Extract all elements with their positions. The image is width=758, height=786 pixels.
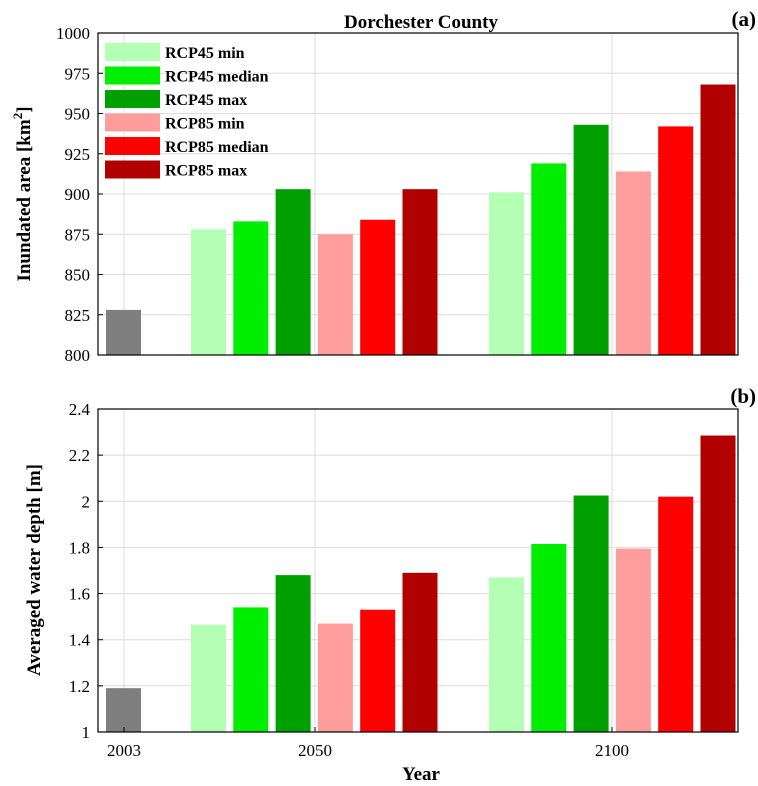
bar xyxy=(615,548,651,732)
legend-swatch xyxy=(105,113,160,132)
legend-entry: RCP85 max xyxy=(165,163,247,180)
bar xyxy=(402,189,438,355)
panel-a-frame xyxy=(97,32,739,356)
panel-a-y-ticks: 800 825 850 875 900 925 950 975 1000 xyxy=(56,24,103,365)
legend-entry: RCP45 max xyxy=(165,92,247,109)
y-tick-label: 2.2 xyxy=(69,446,90,465)
bar-baseline-2003 xyxy=(106,309,141,355)
y-tick-label: 900 xyxy=(65,185,91,204)
y-tick-label: 850 xyxy=(65,266,91,285)
x-tick-label: 2050 xyxy=(298,741,332,760)
panel-b-y-axis-label: Averaged water depth [m] xyxy=(24,464,45,676)
y-tick-label: 925 xyxy=(65,145,91,164)
bar xyxy=(402,572,438,732)
x-axis-ticks: 2003 2050 2100 xyxy=(107,727,629,760)
y-tick-label: 2 xyxy=(82,492,91,511)
y-tick-label: 1.8 xyxy=(69,538,90,557)
bar xyxy=(658,496,694,732)
legend-swatch xyxy=(105,137,160,155)
bar xyxy=(573,124,609,356)
x-tick-label: 2100 xyxy=(595,741,629,760)
panel-b-label: (b) xyxy=(730,384,756,408)
bar xyxy=(700,435,736,732)
panel-a-bars xyxy=(106,84,736,356)
bar xyxy=(531,163,567,355)
bar xyxy=(275,575,311,732)
bar xyxy=(489,192,524,355)
x-tick-label: 2003 xyxy=(107,741,141,760)
bar xyxy=(275,189,311,355)
bar xyxy=(615,171,651,355)
y-tick-label: 950 xyxy=(65,105,91,124)
legend-swatch xyxy=(105,160,160,179)
panel-b-frame xyxy=(97,408,739,733)
legend-swatch xyxy=(105,90,160,108)
bar xyxy=(317,623,353,732)
bar xyxy=(531,543,567,732)
y-tick-label: 875 xyxy=(65,225,91,244)
bar xyxy=(700,84,736,356)
y-tick-label: 825 xyxy=(65,306,91,325)
y-tick-label: 2.4 xyxy=(69,400,91,419)
y-tick-label: 1 xyxy=(82,723,91,742)
y-tick-label: 1.4 xyxy=(69,631,91,650)
legend-entry: RCP45 min xyxy=(165,45,245,62)
x-axis-label: Year xyxy=(402,764,441,785)
bar xyxy=(191,229,226,355)
bar xyxy=(573,495,609,732)
bar xyxy=(489,577,524,732)
bar-baseline-2003 xyxy=(106,688,141,732)
chart-title: Dorchester County xyxy=(344,12,498,33)
legend-entry: RCP85 median xyxy=(165,139,269,156)
y-tick-label: 1000 xyxy=(56,24,90,43)
bar xyxy=(233,221,269,355)
bar xyxy=(191,624,226,732)
y-tick-label: 800 xyxy=(65,346,91,365)
panel-a-label: (a) xyxy=(732,7,757,31)
panel-a-legend: RCP45 min RCP45 median RCP45 max RCP85 min R… xyxy=(105,43,269,180)
panel-b-y-ticks: 1 1.2 1.4 1.6 1.8 2 2.2 2.4 xyxy=(69,400,103,742)
legend-entry: RCP45 median xyxy=(165,69,269,86)
panel-a-y-axis-label: Inundated area [km2] xyxy=(10,106,35,281)
y-tick-label: 1.6 xyxy=(69,585,90,604)
bar xyxy=(233,607,269,732)
bar xyxy=(360,609,396,732)
legend-swatch xyxy=(105,43,160,61)
bar xyxy=(658,126,694,355)
legend-swatch xyxy=(105,66,160,85)
y-tick-label: 1.2 xyxy=(69,677,90,696)
panel-b-water-depth: 1 1.2 1.4 1.6 1.8 2 2.2 2.4 2003 2050 2100 (b) Av… xyxy=(24,384,756,785)
panel-b-bars xyxy=(106,435,736,732)
bar xyxy=(360,219,396,355)
y-tick-label: 975 xyxy=(65,64,91,83)
bar xyxy=(317,234,353,355)
legend-entry: RCP85 min xyxy=(165,116,245,133)
